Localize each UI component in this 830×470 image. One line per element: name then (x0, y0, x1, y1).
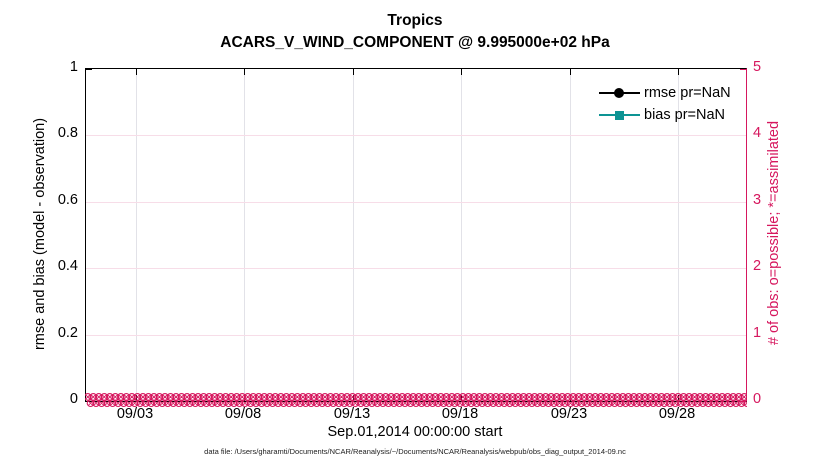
obs-count-marker-band (85, 393, 747, 407)
obs-assimilated-cross-markers (85, 394, 747, 406)
x-tick-label: 09/13 (333, 406, 371, 422)
y-tick-left (86, 69, 92, 70)
x-tick-label: 09/23 (550, 406, 588, 422)
y-gridline (86, 202, 746, 203)
y-tick-label-right: 2 (753, 258, 762, 274)
rmse-line-marker-icon (599, 87, 640, 99)
legend-label-rmse: rmse pr=NaN (644, 85, 731, 101)
y-axis-label-right: # of obs: o=possible; *=assimilated (766, 120, 782, 346)
x-gridline (136, 69, 137, 401)
legend-row-rmse: rmse pr=NaN (599, 82, 731, 104)
x-tick-label: 09/18 (441, 406, 479, 422)
y-tick-label-left: 0 (69, 391, 78, 407)
x-tick-bottom (678, 395, 679, 401)
x-gridline (570, 69, 571, 401)
legend-label-bias: bias pr=NaN (644, 107, 725, 123)
y-tick-label-right: 1 (753, 325, 762, 341)
y-tick-label-left: 0.6 (57, 192, 78, 208)
x-tick-top (678, 69, 679, 75)
x-tick-top (570, 69, 571, 75)
legend-row-bias: bias pr=NaN (599, 104, 731, 126)
x-tick-label: 09/28 (658, 406, 696, 422)
x-tick-top (353, 69, 354, 75)
chart-subtitle: ACARS_V_WIND_COMPONENT @ 9.995000e+02 hP… (220, 34, 610, 52)
y-tick-label-right: 5 (753, 59, 762, 75)
x-gridline (461, 69, 462, 401)
y-tick-label-right: 0 (753, 391, 762, 407)
y-gridline (86, 135, 746, 136)
x-tick-top (244, 69, 245, 75)
y-tick-label-left: 1 (69, 59, 78, 75)
y-gridline (86, 268, 746, 269)
x-tick-label: 09/03 (116, 406, 154, 422)
data-file-footnote: data file: /Users/gharamti/Documents/NCA… (204, 447, 626, 456)
y-tick-label-left: 0.8 (57, 125, 78, 141)
x-gridline (353, 69, 354, 401)
chart-title: Tropics (387, 12, 443, 29)
y-tick-label-left: 0.4 (57, 258, 78, 274)
x-axis-label: Sep.01,2014 00:00:00 start (327, 424, 503, 440)
bias-line-marker-icon (599, 109, 640, 121)
plot-area (85, 68, 747, 402)
x-tick-top (136, 69, 137, 75)
y-tick-label-right: 3 (753, 192, 762, 208)
y-gridline (86, 335, 746, 336)
y-tick-label-right: 4 (753, 125, 762, 141)
obs-possible-circle-markers (85, 393, 747, 407)
legend: rmse pr=NaN bias pr=NaN (599, 82, 731, 126)
y-axis-label-left: rmse and bias (model - observation) (32, 117, 48, 351)
x-tick-label: 09/08 (224, 406, 262, 422)
chart-title-block: Tropics ACARS_V_WIND_COMPONENT @ 9.99500… (85, 10, 745, 55)
y-tick-label-left: 0.2 (57, 325, 78, 341)
y-tick-right (740, 69, 746, 70)
x-gridline (678, 69, 679, 401)
x-tick-top (461, 69, 462, 75)
x-gridline (244, 69, 245, 401)
